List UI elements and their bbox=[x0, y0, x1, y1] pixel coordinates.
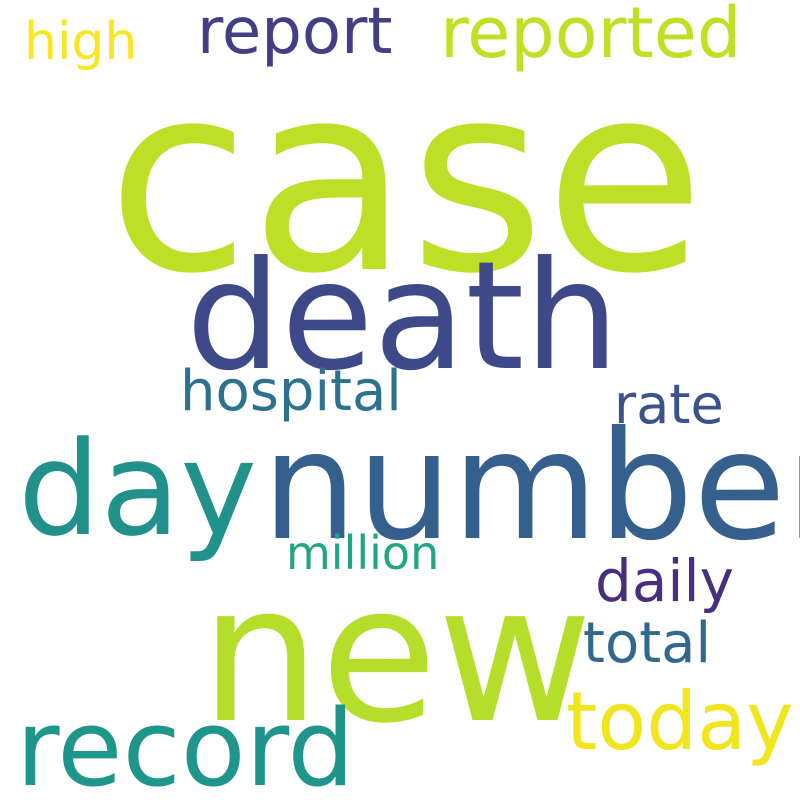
word-death: death bbox=[186, 230, 620, 404]
word-number: number bbox=[262, 400, 800, 574]
word-report: report bbox=[197, 0, 393, 69]
word-reported: reported bbox=[440, 0, 742, 74]
word-high: high bbox=[24, 12, 138, 72]
word-hospital: hospital bbox=[180, 359, 402, 424]
word-record: record bbox=[16, 687, 355, 810]
word-total: total bbox=[583, 611, 712, 676]
word-day: day bbox=[18, 413, 258, 565]
word-case: case bbox=[107, 29, 705, 331]
word-today: today bbox=[566, 675, 794, 768]
word-new: new bbox=[200, 544, 593, 765]
word-rate: rate bbox=[614, 373, 724, 436]
word-daily: daily bbox=[595, 547, 734, 615]
word-million: million bbox=[286, 526, 440, 580]
